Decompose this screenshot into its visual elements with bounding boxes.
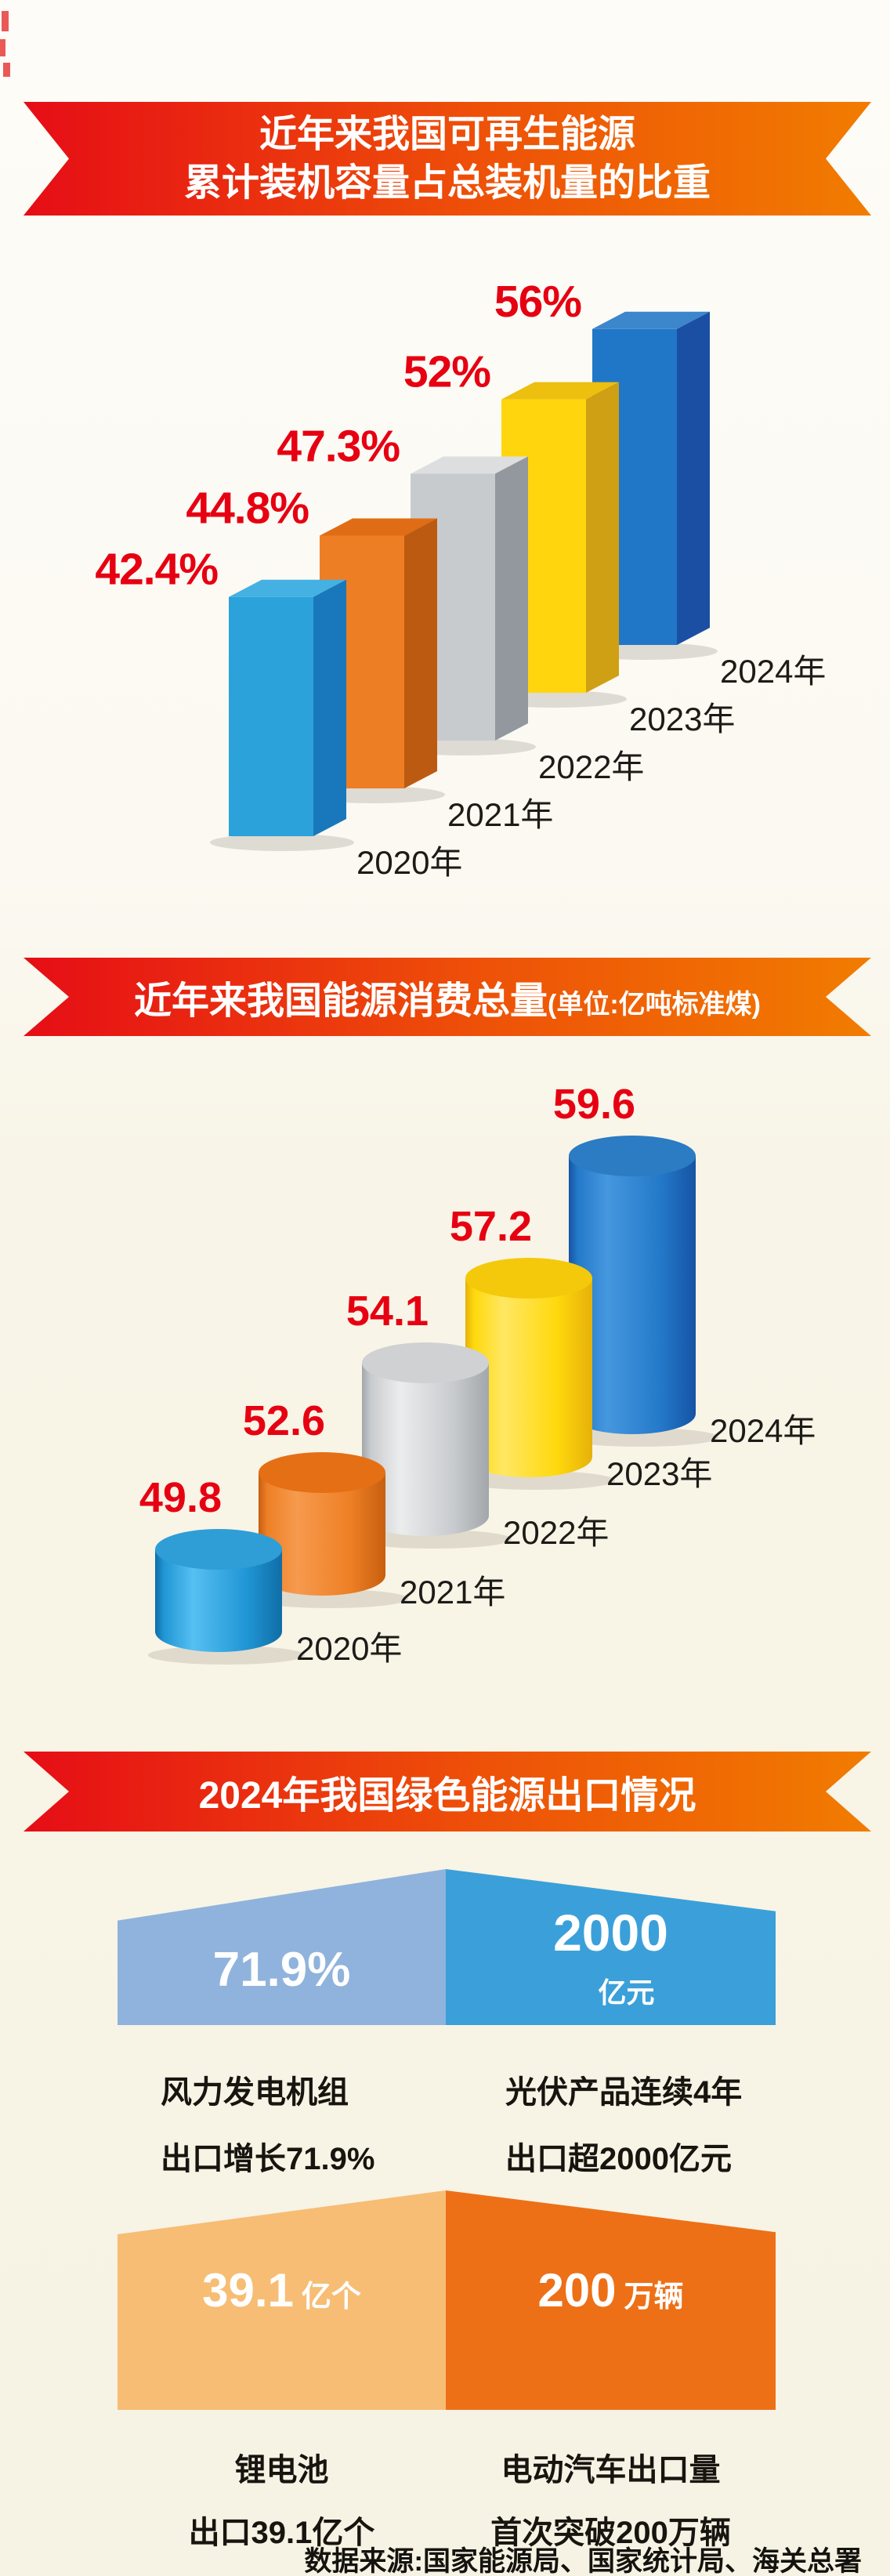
ev-export-caption-line2: 首次突破200万辆	[490, 2516, 731, 2550]
cylinder-body	[465, 1278, 592, 1477]
battery-export-caption: 锂电池 出口39.1亿个	[118, 2439, 446, 2564]
bar-front-face	[229, 596, 313, 836]
cylinder-top	[259, 1452, 385, 1493]
cylinder-shadow	[355, 1530, 512, 1549]
value-label-2023年: 57.2	[450, 1203, 532, 1250]
year-label-2023年: 2023年	[606, 1455, 712, 1492]
banner-renewable-share-line1: 近年来我国可再生能源	[259, 113, 635, 155]
cylinder-shadow	[458, 1471, 615, 1490]
solar-export-caption: 光伏产品连续4年 出口超2000亿元	[505, 2060, 742, 2193]
cylinder-2022年	[355, 1342, 512, 1549]
wind-export-caption-line2: 出口增长71.9%	[161, 2142, 375, 2176]
banner-energy-consumption-unit: (单位:亿吨标准煤)	[548, 990, 761, 1020]
year-label-2023年: 2023年	[629, 701, 735, 737]
ev-export-caption-line1: 电动汽车出口量	[501, 2453, 721, 2487]
energy-consumption-chart: 49.8 2020年 52.6 2021年 54.1 2022年 57.2 2023年 59.6…	[139, 1081, 816, 1667]
cylinder-2024年	[562, 1136, 718, 1447]
cylinder-shadow	[562, 1428, 718, 1447]
banner-energy-consumption: 近年来我国能源消费总量(单位:亿吨标准煤)	[24, 958, 871, 1036]
edge-artifact	[3, 63, 10, 77]
cylinder-top	[465, 1258, 592, 1299]
bar-2022年	[392, 456, 536, 755]
wind-export-value: 71.9%	[212, 1943, 351, 1997]
banner-renewable-share-line2: 累计装机容量占总装机量的比重	[183, 161, 711, 204]
wind-export-caption: 风力发电机组 出口增长71.9%	[161, 2060, 374, 2193]
bar-side-face	[677, 311, 710, 645]
battery-export-caption-line2: 出口39.1亿个	[188, 2516, 375, 2550]
value-label-2020年: 49.8	[139, 1474, 222, 1521]
data-source-note: 数据来源:国家能源局、国家统计局、海关总署	[304, 2546, 862, 2576]
cylinder-body	[569, 1156, 696, 1434]
value-label-2022年: 54.1	[346, 1288, 429, 1335]
year-label-2020年: 2020年	[356, 844, 462, 881]
cylinder-body	[259, 1473, 385, 1596]
ev-export-panel	[446, 2190, 776, 2410]
edge-artifact	[2, 11, 9, 31]
battery-export-caption-line1: 锂电池	[234, 2453, 329, 2487]
battery-export-value: 39.1 亿个	[118, 2263, 446, 2317]
bar-top-face	[411, 456, 528, 474]
cylinder-2020年	[148, 1529, 305, 1665]
bar-side-face	[404, 518, 437, 788]
renewable-share-chart: 42.4% 2020年 44.8% 2021年 47.3% 2022年 52% 2023年 56…	[95, 277, 826, 881]
cylinder-2023年	[458, 1258, 615, 1490]
ev-export-number: 200	[537, 2264, 617, 2317]
bar-top-face	[501, 382, 619, 400]
value-label-2024年: 59.6	[553, 1081, 635, 1128]
bar-2020年	[210, 579, 354, 851]
bar-side-face	[495, 456, 528, 741]
year-label-2020年: 2020年	[296, 1630, 402, 1667]
battery-export-panel	[118, 2190, 446, 2410]
cylinder-shadow	[148, 1646, 305, 1665]
wind-export-caption-line1: 风力发电机组	[161, 2075, 349, 2110]
ev-export-unit: 万辆	[624, 2281, 684, 2313]
solar-export-unit: 亿元	[598, 1976, 655, 2009]
value-label-2024年: 56%	[494, 277, 581, 327]
value-label-2021年: 52.6	[243, 1397, 325, 1444]
cylinder-shadow	[251, 1589, 408, 1608]
cylinder-top	[362, 1342, 489, 1383]
value-label-2021年: 44.8%	[186, 483, 309, 533]
year-label-2021年: 2021年	[400, 1574, 505, 1610]
year-label-2021年: 2021年	[447, 796, 553, 833]
year-label-2022年: 2022年	[503, 1514, 609, 1551]
cylinder-body	[362, 1363, 489, 1536]
value-label-2022年: 47.3%	[277, 421, 400, 471]
year-label-2024年: 2024年	[720, 653, 826, 690]
bar-side-face	[313, 579, 346, 836]
cylinder-body	[155, 1549, 282, 1652]
value-label-2020年: 42.4%	[95, 545, 218, 595]
bar-side-face	[586, 382, 619, 693]
battery-export-number: 39.1	[202, 2264, 294, 2317]
ev-export-value: 200 万辆	[446, 2263, 776, 2317]
cylinder-top	[569, 1136, 696, 1176]
banner-green-export-title: 2024年我国绿色能源出口情况	[198, 1775, 696, 1817]
banner-green-export: 2024年我国绿色能源出口情况	[24, 1752, 871, 1831]
solar-export-value: 2000	[553, 1904, 668, 1962]
edge-artifact	[0, 39, 5, 56]
banner-renewable-share: 近年来我国可再生能源 累计装机容量占总装机量的比重	[24, 102, 871, 216]
ev-export-caption: 电动汽车出口量 首次突破200万辆	[446, 2439, 776, 2564]
cylinder-2021年	[251, 1452, 408, 1608]
bar-top-face	[592, 311, 710, 329]
bar-shadow	[210, 834, 354, 851]
banner-energy-consumption-line: 近年来我国能源消费总量(单位:亿吨标准煤)	[134, 969, 761, 1024]
battery-export-unit: 亿个	[301, 2281, 361, 2313]
year-label-2022年: 2022年	[538, 748, 644, 785]
solar-export-caption-line2: 出口超2000亿元	[505, 2142, 732, 2176]
cylinder-top	[155, 1529, 282, 1570]
year-label-2024年: 2024年	[710, 1412, 816, 1449]
banner-energy-consumption-title: 近年来我国能源消费总量	[134, 980, 548, 1022]
solar-export-caption-line1: 光伏产品连续4年	[505, 2075, 743, 2110]
bar-top-face	[320, 518, 437, 536]
bar-top-face	[229, 579, 346, 597]
value-label-2023年: 52%	[403, 347, 490, 397]
